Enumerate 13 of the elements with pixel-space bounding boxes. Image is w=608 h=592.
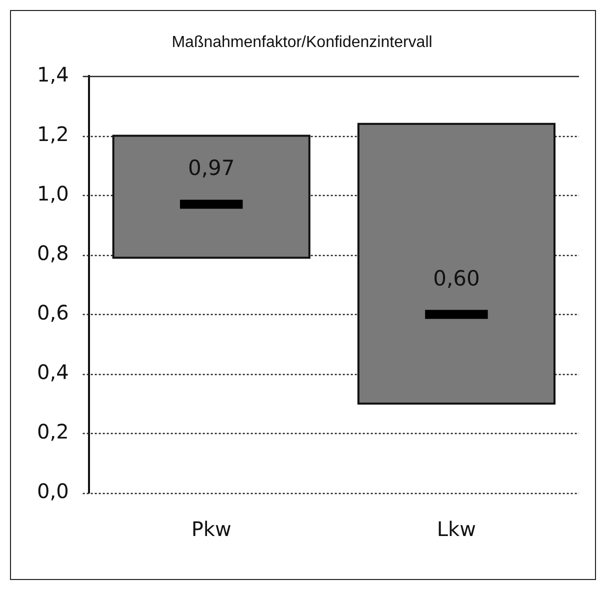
x-tick-label: Lkw bbox=[436, 517, 476, 542]
y-tick-label: 0,6 bbox=[36, 300, 69, 325]
x-tick-label: Pkw bbox=[191, 517, 232, 542]
annotation: 0,97 bbox=[188, 156, 235, 180]
y-tick-label: 1,4 bbox=[36, 62, 69, 86]
y-tick-label: 1,0 bbox=[36, 181, 69, 206]
y-tick-label: 0,2 bbox=[36, 420, 69, 444]
annotation: 0,60 bbox=[433, 266, 480, 290]
y-tick-label: 1,2 bbox=[36, 122, 69, 146]
y-tick-label: 0,0 bbox=[36, 479, 69, 504]
y-tick-label: 0,8 bbox=[36, 241, 69, 266]
chart-title: Maßnahmenfaktor/Konfidenzintervall bbox=[172, 34, 432, 52]
y-tick-label: 0,4 bbox=[36, 360, 69, 384]
